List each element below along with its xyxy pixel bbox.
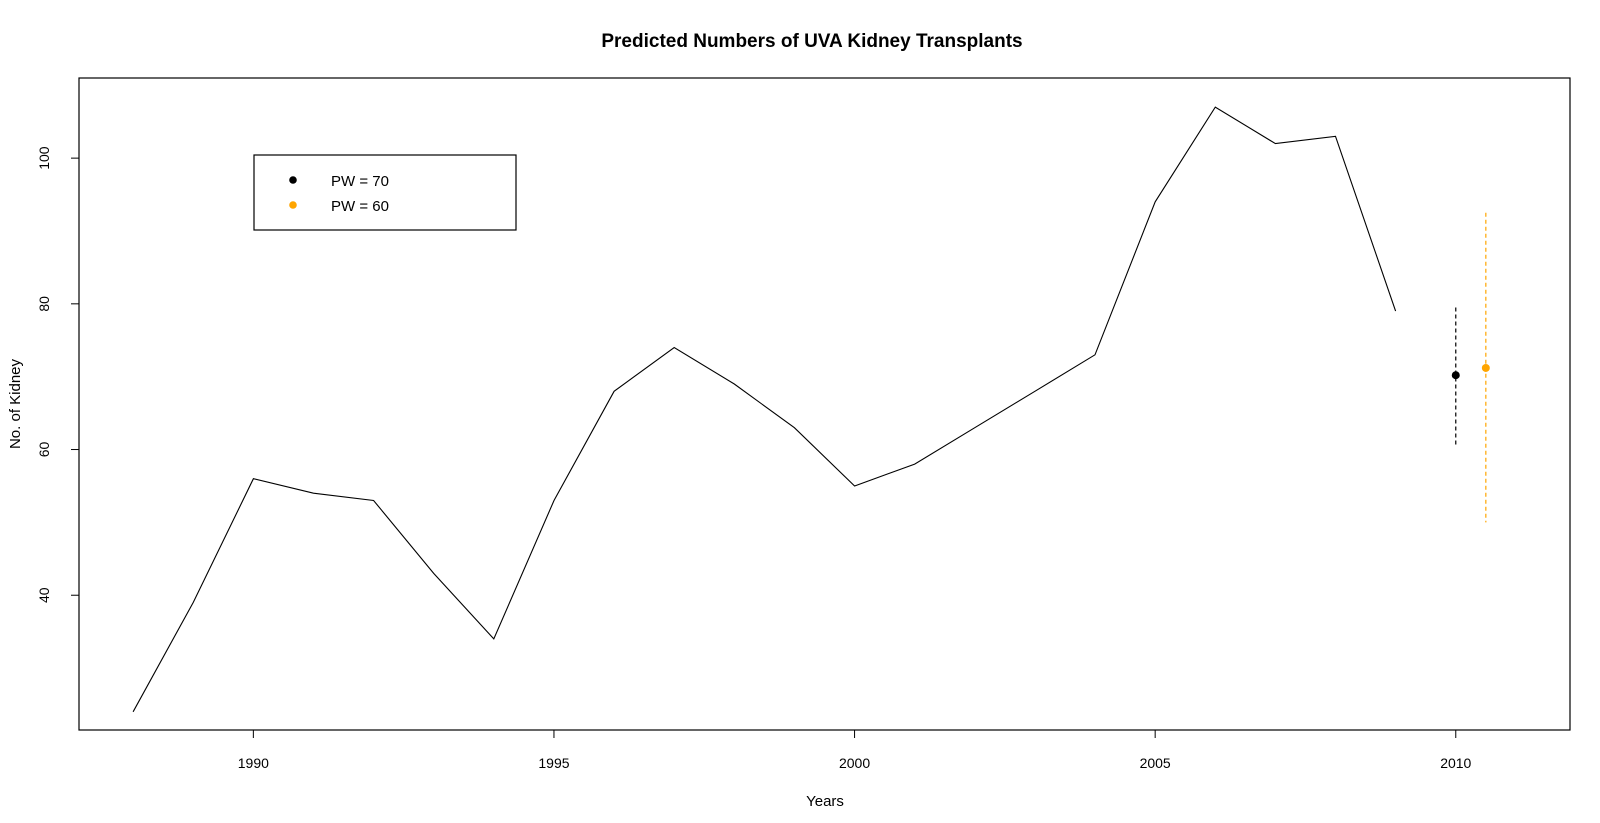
prediction-layer bbox=[1451, 212, 1490, 523]
x-tick-label: 2005 bbox=[1140, 755, 1171, 771]
series-line-0 bbox=[132, 106, 1397, 713]
x-tick-label: 1990 bbox=[238, 755, 269, 771]
legend-label-pw70: PW = 70 bbox=[331, 173, 389, 190]
x-tick-label: 2000 bbox=[839, 755, 870, 771]
legend-marker-pw70 bbox=[289, 176, 297, 184]
prediction-point-1 bbox=[1481, 363, 1490, 372]
legend: PW = 70 PW = 60 bbox=[253, 154, 517, 231]
legend-label-pw60: PW = 60 bbox=[331, 198, 389, 215]
y-tick-label: 60 bbox=[36, 442, 52, 458]
y-axis-label: No. of Kidney bbox=[7, 358, 24, 449]
x-axis-label: Years bbox=[806, 793, 844, 810]
x-tick-label: 1995 bbox=[538, 755, 569, 771]
y-tick-label: 100 bbox=[36, 146, 52, 170]
y-tick-label: 40 bbox=[36, 587, 52, 603]
legend-box bbox=[253, 154, 517, 231]
legend-marker-pw60 bbox=[289, 201, 297, 209]
y-tick-label: 80 bbox=[36, 296, 52, 312]
prediction-point-0 bbox=[1451, 371, 1460, 380]
x-tick-label: 2010 bbox=[1440, 755, 1471, 771]
chart-title: Predicted Numbers of UVA Kidney Transpla… bbox=[601, 31, 1022, 52]
x-axis: 1990 1995 2000 2005 2010 bbox=[238, 729, 1472, 771]
series-layer bbox=[132, 106, 1397, 713]
y-axis: 40 60 80 100 bbox=[36, 146, 80, 603]
